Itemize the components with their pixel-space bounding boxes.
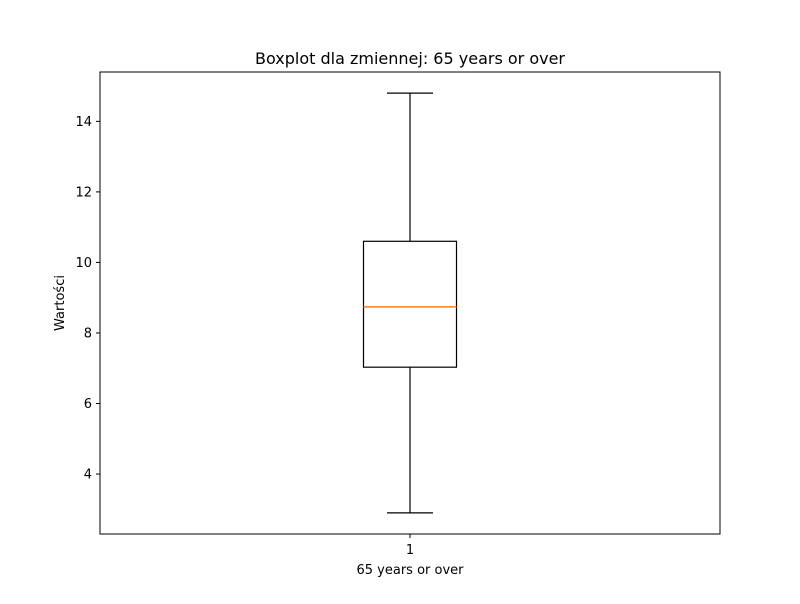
y-axis: 4 6 8 10 12 14 <box>75 115 100 483</box>
y-tick-label: 8 <box>84 326 92 341</box>
x-tick-label: 1 <box>406 543 414 558</box>
y-tick-label: 4 <box>84 468 92 483</box>
y-tick-label: 14 <box>75 115 92 130</box>
y-tick-label: 6 <box>84 397 92 412</box>
y-tick-label: 10 <box>75 256 92 271</box>
y-tick-label: 12 <box>75 185 92 200</box>
box-series <box>362 92 458 514</box>
iqr-box <box>362 240 458 368</box>
x-axis-label: 65 years or over <box>356 563 464 578</box>
chart-title: Boxplot dla zmiennej: 65 years or over <box>255 49 565 68</box>
y-axis-label: Wartości <box>53 275 68 331</box>
x-axis: 1 <box>406 534 414 558</box>
